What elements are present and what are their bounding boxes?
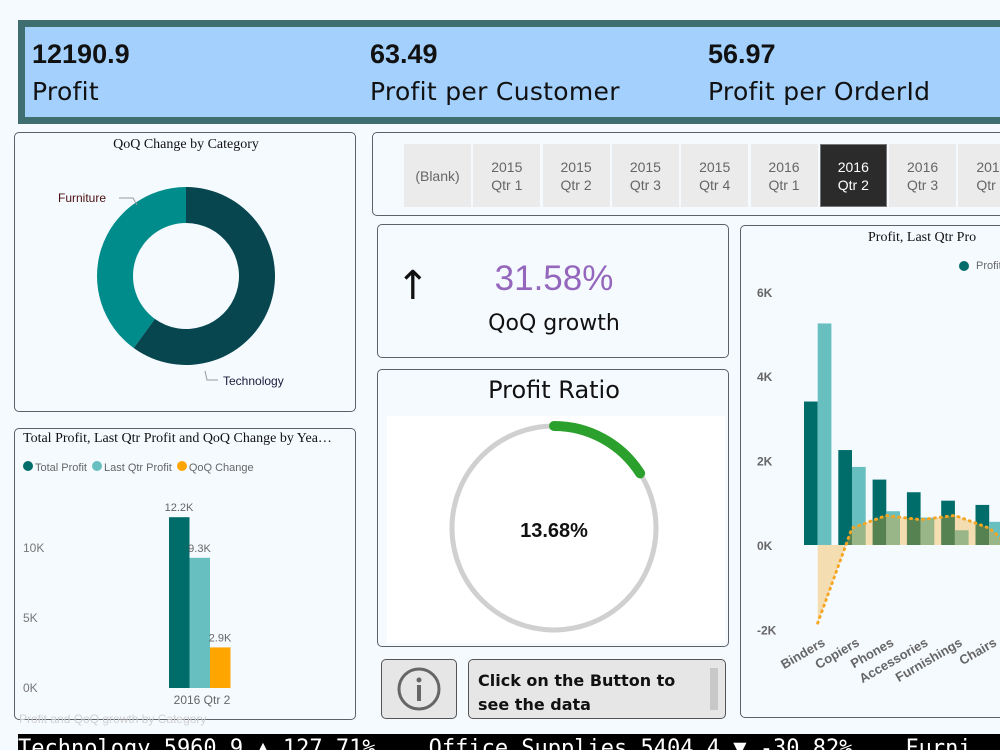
legend-last-qtr-profit[interactable]: Last Qtr Profit	[91, 461, 172, 474]
scrollbar[interactable]	[710, 668, 718, 710]
x-tick-label: 2016 Qtr 2	[174, 693, 231, 707]
bar-chart-legend: Total Profit Last Qtr Profit QoQ Change	[23, 461, 254, 474]
donut-slice-furniture	[97, 187, 186, 349]
slicer-option[interactable]: 2015 Qtr 4	[681, 144, 749, 207]
quarter-slicer: (Blank) 2015 Qtr 1 2015 Qtr 2 2015 Qtr 3 201…	[372, 132, 1000, 216]
gauge-value-arc	[549, 421, 646, 479]
bar-last-qtr-profit	[954, 530, 969, 545]
total-profit-chart-card: Total Profit, Last Qtr Profit and QoQ Ch…	[14, 428, 356, 720]
leader-line	[119, 197, 138, 206]
y-tick-label: 0K	[23, 681, 38, 695]
watermark-text: Profit and QoQ growth by Category	[19, 712, 207, 726]
data-label: 2.9K	[209, 632, 232, 644]
qoq-by-category-card: QoQ Change by Category Technology Furnitu…	[14, 132, 356, 412]
y-tick-label: 6K	[757, 286, 773, 300]
slicer-option[interactable]: 2016 Qtr 2	[819, 144, 887, 207]
info-button[interactable]	[381, 659, 457, 719]
y-tick-label: 4K	[757, 370, 773, 384]
kpi-profit-per-order-value: 56.97	[708, 39, 776, 69]
donut-title: QoQ Change by Category	[113, 137, 259, 152]
donut-slice-technology	[133, 187, 275, 365]
profit-by-subcategory-card: Profit, Last Qtr Pro Profit -2K 0K 2K 4K 6K B…	[740, 225, 1000, 718]
x-tick-label: Chairs	[956, 635, 999, 668]
total-profit-bar-chart: 0K 5K 10K 12.2K 9.3K 2.9K 2016 Qtr 2	[23, 502, 232, 707]
bar-last-qtr-profit	[852, 466, 866, 545]
bar-profit	[872, 479, 887, 545]
y-tick-label: 5K	[23, 611, 38, 625]
data-label: 9.3K	[188, 543, 211, 555]
qoq-growth-value: 31.58%	[494, 259, 614, 298]
bar-profit	[941, 500, 955, 545]
kpi-profit-per-customer-label: Profit per Customer	[370, 77, 620, 106]
data-label: 12.2K	[165, 502, 194, 514]
slicer-option[interactable]: (Blank)	[404, 144, 471, 207]
y-tick-label: 10K	[23, 541, 44, 555]
profit-ratio-gauge	[449, 421, 659, 633]
qoq-change-line	[816, 513, 1000, 625]
profit-ratio-value: 13.68%	[520, 520, 588, 542]
bar-last-qtr-profit	[920, 517, 935, 545]
bar-profit	[906, 492, 921, 545]
slicer-option[interactable]: 2016 Qtr 4	[958, 144, 1000, 207]
profit-ratio-title: Profit Ratio	[488, 376, 620, 404]
kpi-profit-per-customer-value: 63.49	[370, 39, 438, 69]
bar-last-qtr-profit	[817, 323, 832, 545]
scrolling-ticker: Technology 5960.9 ▲ 127.71% Office Suppl…	[18, 734, 1000, 750]
donut-label-technology: Technology	[223, 374, 284, 388]
kpi-profit-per-order-label: Profit per OrderId	[708, 77, 931, 106]
slicer-option[interactable]: 2015 Qtr 2	[542, 144, 610, 207]
profit-ratio-card: Profit Ratio 13.68%	[377, 369, 729, 647]
slicer-option[interactable]: 2016 Qtr 1	[750, 144, 818, 207]
info-icon	[397, 667, 441, 711]
y-tick-label: 0K	[757, 539, 773, 553]
bar-total-profit	[169, 517, 190, 688]
info-text-box: Click on the Button to see the data	[468, 659, 726, 719]
bar-last-qtr-profit	[886, 511, 900, 545]
bar-qoq-change	[210, 647, 231, 688]
slicer-option[interactable]: 2015 Qtr 3	[611, 144, 679, 207]
leader-line	[204, 370, 218, 381]
y-tick-label: 2K	[757, 455, 773, 469]
kpi-banner: 12190.9 Profit 63.49 Profit per Customer…	[18, 20, 1000, 124]
slicer-option[interactable]: 2016 Qtr 3	[889, 144, 957, 207]
bar-profit	[804, 401, 818, 545]
y-tick-label: -2K	[757, 623, 777, 637]
subcategory-legend[interactable]: Profit	[959, 260, 1000, 272]
legend-total-profit[interactable]: Total Profit	[23, 461, 87, 474]
qoq-growth-card: ↑ 31.58% QoQ growth	[377, 224, 729, 358]
kpi-profit-label: Profit	[32, 77, 100, 106]
subcategory-bar-chart: -2K0K2K4K6KBindersCopiersPhonesAccessori…	[757, 286, 1000, 686]
qoq-growth-label: QoQ growth	[488, 311, 620, 336]
donut-label-furniture: Furniture	[58, 191, 106, 205]
slicer-option[interactable]: 2015 Qtr 1	[473, 144, 541, 207]
bar-last-qtr-profit	[189, 557, 210, 688]
bar-profit	[838, 450, 852, 545]
subcategory-chart-title: Profit, Last Qtr Pro	[868, 230, 977, 245]
legend-qoq-change[interactable]: QoQ Change	[176, 461, 254, 474]
up-arrow-icon: ↑	[396, 263, 430, 309]
kpi-profit-value: 12190.9	[32, 39, 130, 69]
bar-chart-title: Total Profit, Last Qtr Profit and QoQ Ch…	[23, 431, 332, 446]
qoq-change-area	[817, 515, 1000, 624]
donut-chart: Technology Furniture	[58, 187, 284, 388]
